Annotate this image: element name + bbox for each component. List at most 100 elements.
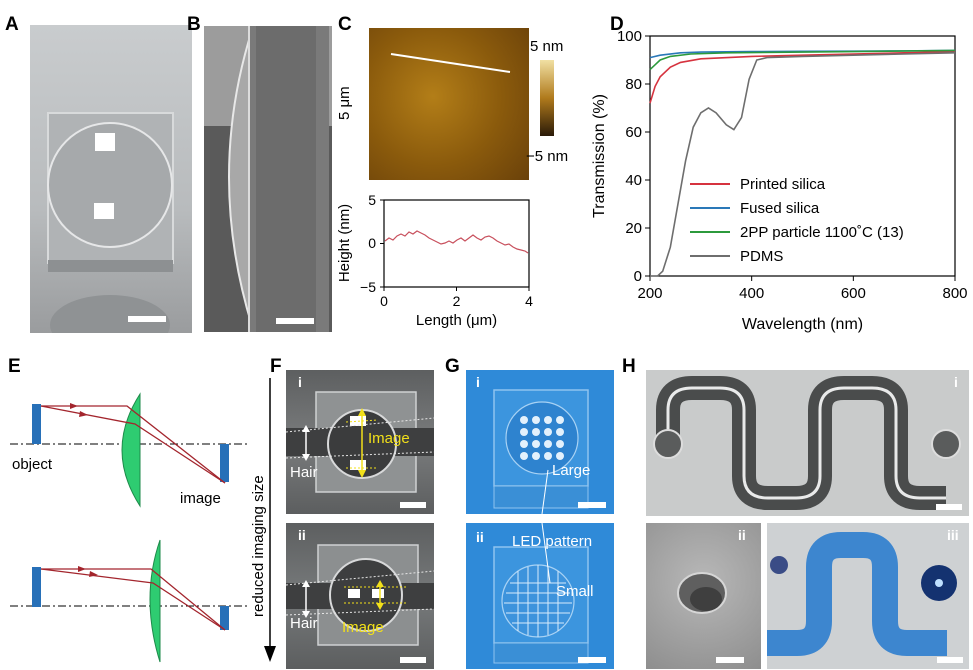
y-tick-label: 20 xyxy=(625,220,642,237)
afm-line-scan xyxy=(390,53,511,73)
legend-label-0: Printed silica xyxy=(740,176,826,193)
series-line-2 xyxy=(649,49,956,71)
scale-bar-h-ii xyxy=(716,657,744,663)
afm-scale-label: 5 μm xyxy=(336,86,353,120)
photo-h-ii-sem-cavity: ii xyxy=(646,523,761,669)
panel-label-h: H xyxy=(622,356,636,377)
legend-label-3: PDMS xyxy=(740,248,783,265)
sem-illustration xyxy=(204,26,332,332)
y-tick-label: 40 xyxy=(625,172,642,189)
x-tick-label: 600 xyxy=(841,285,866,302)
profile-ytick-5: 5 xyxy=(368,192,376,208)
scale-bar-h-iii xyxy=(937,657,963,663)
f-i-illustration xyxy=(286,391,434,493)
profile-xtick-2: 2 xyxy=(453,293,461,309)
ray-top-1 xyxy=(41,405,226,484)
g-i-large-label: Large xyxy=(552,462,591,479)
photo-g-ii: ii LED pattern Small xyxy=(466,523,614,669)
panel-label-a: A xyxy=(5,14,19,35)
y-tick-label: 100 xyxy=(617,28,642,45)
x-tick-label: 800 xyxy=(942,285,967,302)
photo-f-ii: ii Image Hair xyxy=(286,523,434,669)
f-i-image-label: Image xyxy=(368,430,410,447)
scale-bar-a xyxy=(128,316,166,322)
profile-xtick-0: 0 xyxy=(380,293,388,309)
h-iii-sub-label: iii xyxy=(947,527,959,543)
g-ii-led-label: LED pattern xyxy=(512,533,593,550)
object-arrow-bottom xyxy=(32,567,41,607)
f-ii-illustration xyxy=(286,544,434,646)
y-tick-label: 60 xyxy=(625,124,642,141)
ray-diagram xyxy=(10,392,250,663)
afm-colorbar xyxy=(540,60,554,136)
scale-bar-f-ii xyxy=(400,657,426,663)
legend-label-2: 2PP particle 1100˚C (13) xyxy=(740,224,904,241)
afm-map xyxy=(369,28,529,180)
h-ii-illustration xyxy=(677,572,727,614)
x-tick-label: 400 xyxy=(739,285,764,302)
lens-top xyxy=(121,392,141,508)
g-ii-small-label: Small xyxy=(556,583,594,600)
panel-label-e: E xyxy=(8,356,21,377)
g-i-sub-label: i xyxy=(476,374,480,390)
scale-bar-h-i xyxy=(936,504,962,510)
chart-frame xyxy=(649,35,956,277)
f-ii-image-label: Image xyxy=(342,619,384,636)
scale-bar-g-i xyxy=(578,502,606,508)
photo-h-iii-dyed-channel: iii xyxy=(767,523,969,669)
g-ii-sub-label: ii xyxy=(476,529,484,545)
series-line-3 xyxy=(650,52,956,277)
chart-xlabel: Wavelength (nm) xyxy=(742,316,863,333)
photo-h-i-serpentine-channel: i xyxy=(646,370,969,516)
colorbar-bottom-label: −5 nm xyxy=(526,148,569,165)
h-i-sub-label: i xyxy=(954,374,958,390)
photo-f-i: i Image Hair xyxy=(286,370,434,514)
f-i-sub-label: i xyxy=(298,374,302,390)
legend-label-1: Fused silica xyxy=(740,200,820,217)
height-profile-plot: 5 0 −5 0 2 4 Length (μm) Height (nm) xyxy=(336,192,533,329)
photo-g-i: i Large xyxy=(466,370,614,514)
reduced-size-arrow xyxy=(264,378,276,662)
g-ii-illustration xyxy=(493,523,589,664)
series-line-0 xyxy=(649,50,956,104)
x-tick-label: 200 xyxy=(637,285,662,302)
f-ii-hair-label: Hair xyxy=(290,615,318,632)
image-arrow-bottom xyxy=(220,606,229,630)
lens-illustration xyxy=(47,112,174,333)
y-tick-label: 0 xyxy=(634,268,642,285)
h-iii-illustration xyxy=(767,532,957,656)
profile-ylabel: Height (nm) xyxy=(336,204,353,282)
lens-bottom xyxy=(149,539,161,663)
g-i-illustration xyxy=(493,389,589,514)
scale-bar-f-i xyxy=(400,502,426,508)
ray-bottom-1 xyxy=(41,568,226,631)
scale-bar-b xyxy=(276,318,314,324)
profile-xlabel: Length (μm) xyxy=(416,312,497,329)
f-i-hair-label: Hair xyxy=(290,464,318,481)
image-label: image xyxy=(180,490,221,507)
profile-xtick-4: 4 xyxy=(525,293,533,309)
image-arrow-top xyxy=(220,444,229,482)
y-tick-label: 80 xyxy=(625,76,642,93)
f-ii-sub-label: ii xyxy=(298,527,306,543)
transmission-chart: 200 400 600 800 0 20 40 60 80 100 Printed silica F… xyxy=(591,28,968,333)
height-profile-line xyxy=(384,230,529,254)
colorbar-top-label: 5 nm xyxy=(530,38,564,55)
profile-ytick-neg5: −5 xyxy=(360,279,376,295)
h-i-illustration xyxy=(653,376,961,510)
panel-label-d: D xyxy=(610,14,624,35)
sem-b-side-view xyxy=(204,26,332,332)
panel-label-b: B xyxy=(187,14,201,35)
scale-bar-g-ii xyxy=(578,657,606,663)
panel-label-c: C xyxy=(338,14,352,35)
profile-ytick-0: 0 xyxy=(368,235,376,251)
ray-bottom-2 xyxy=(40,568,226,631)
object-label: object xyxy=(12,456,53,473)
panel-label-g: G xyxy=(445,356,460,377)
object-arrow-top xyxy=(32,404,41,444)
photo-a-lens-on-pedestal xyxy=(30,25,192,333)
panel-label-f: F xyxy=(270,356,282,377)
ray-top-2 xyxy=(40,405,226,484)
h-ii-sub-label: ii xyxy=(738,527,746,543)
chart-ylabel: Transmission (%) xyxy=(591,94,608,218)
